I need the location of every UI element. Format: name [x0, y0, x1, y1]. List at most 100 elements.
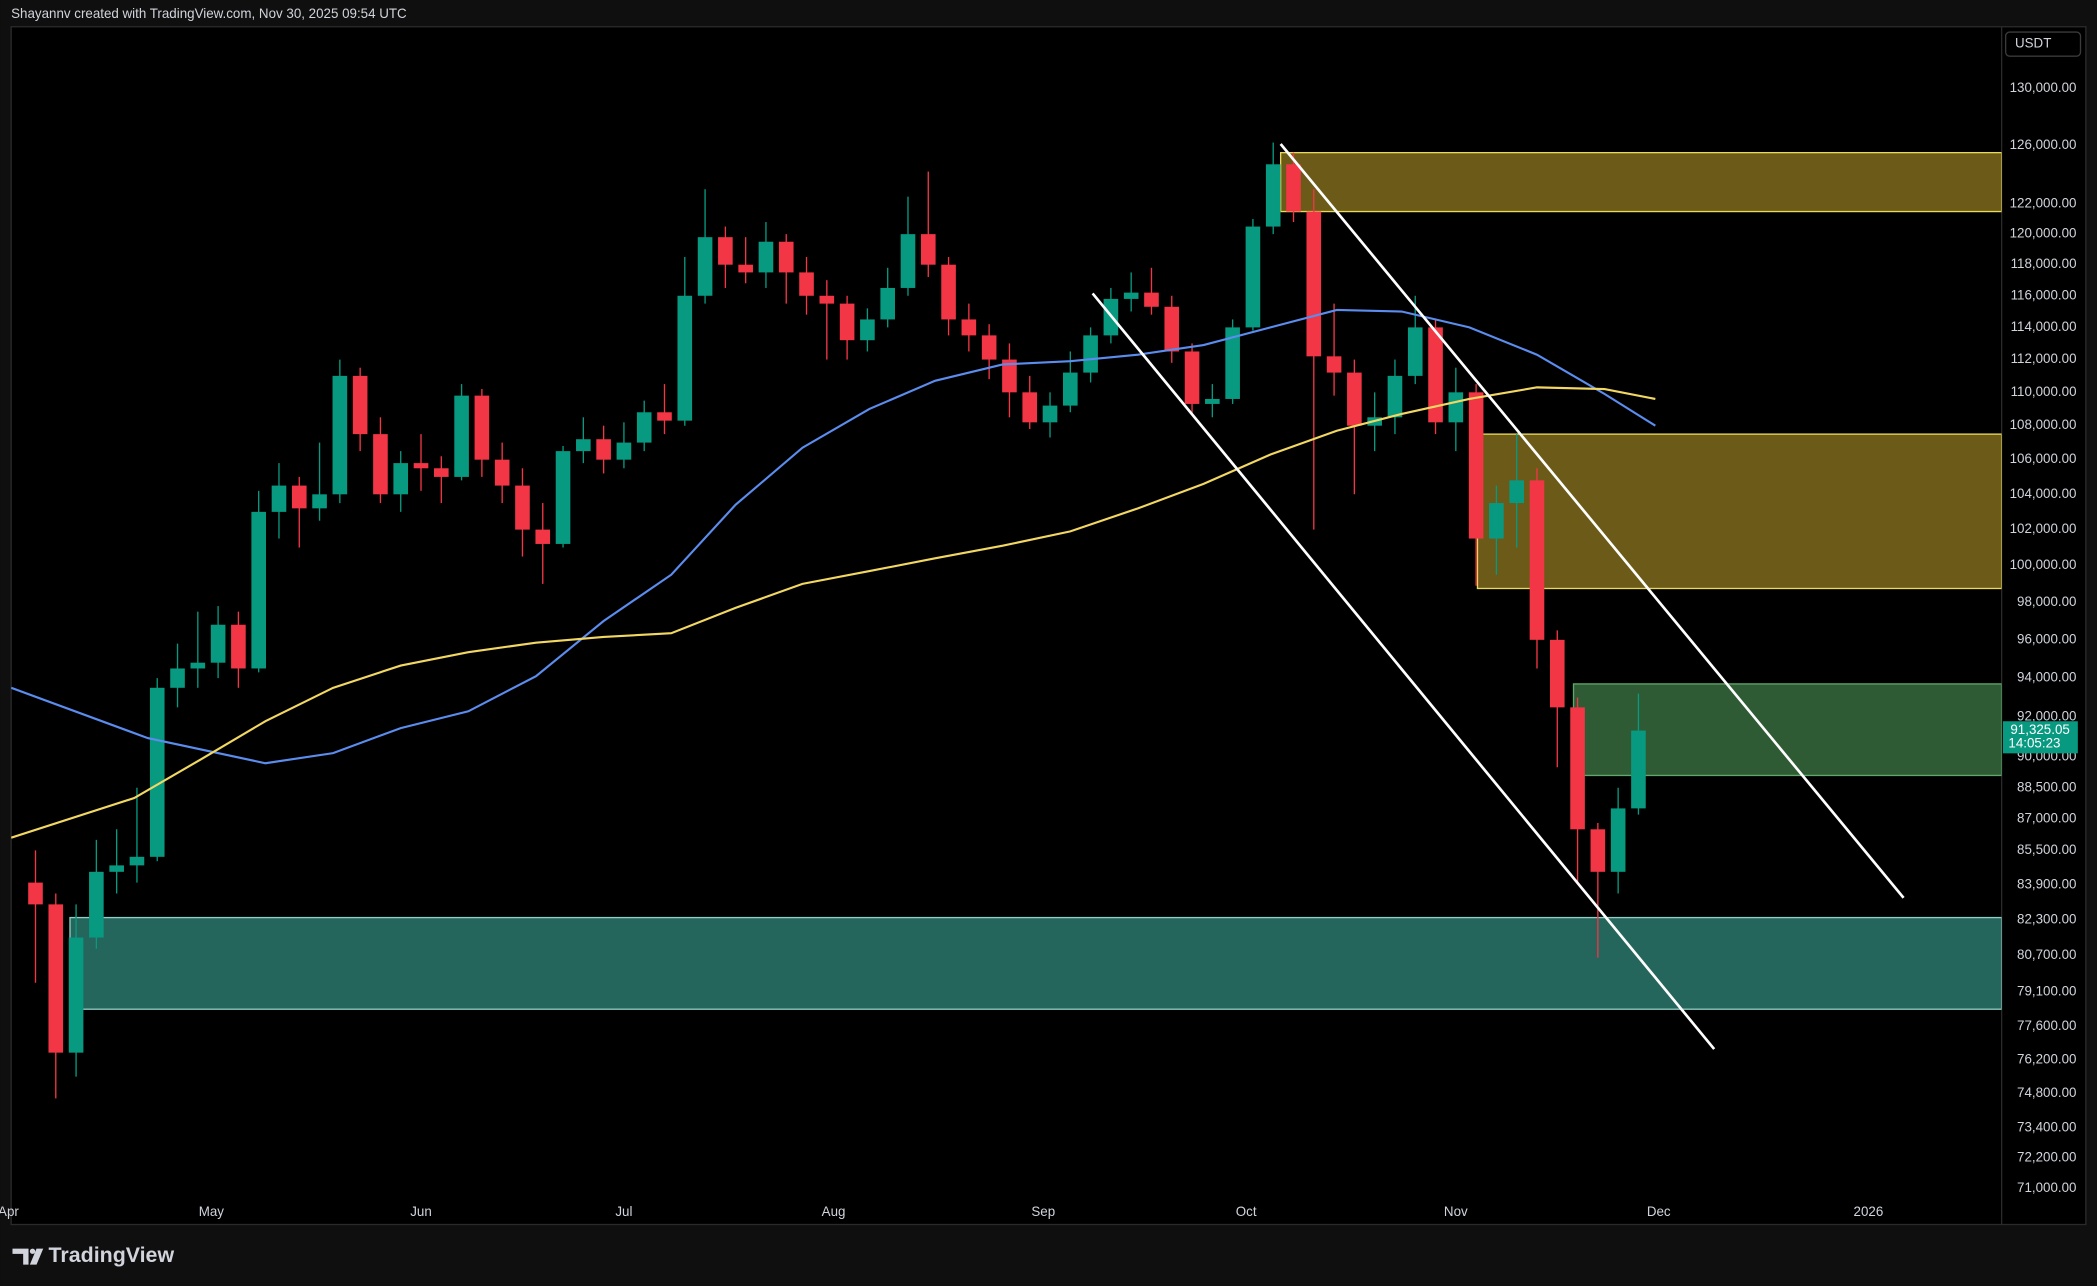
candle-body [636, 412, 652, 443]
plot [11, 142, 2002, 1099]
candle-body [1184, 351, 1200, 404]
candle-body [1590, 829, 1606, 872]
candle-body [515, 485, 530, 530]
y-tick-label: 92,000.00 [2017, 709, 2076, 724]
y-tick-label: 76,200.00 [2017, 1051, 2076, 1066]
x-tick-label: Nov [1444, 1204, 1468, 1219]
candle-body [657, 412, 672, 421]
x-tick-label: Jul [615, 1204, 632, 1219]
y-tick-label: 96,000.00 [2017, 631, 2076, 646]
candle-body [1509, 480, 1525, 504]
candle-body [291, 485, 307, 509]
y-tick-label: 94,000.00 [2017, 670, 2076, 685]
trendline [1091, 292, 1716, 1050]
y-tick-label: 98,000.00 [2017, 594, 2076, 609]
candle-body [1042, 405, 1058, 423]
candle-body [535, 529, 551, 544]
candle-body [1347, 372, 1362, 426]
y-tick-label: 80,700.00 [2017, 947, 2076, 962]
candle-body [1610, 808, 1626, 872]
candle-body [758, 241, 774, 273]
y-tick-label: 82,300.00 [2017, 911, 2076, 926]
candle-body [880, 287, 895, 320]
candle-body [941, 264, 956, 320]
candle-body [778, 241, 794, 273]
candle-body [1083, 335, 1098, 373]
candle-body [839, 303, 855, 341]
candle-body [1631, 730, 1646, 809]
x-tick-label: 2026 [1854, 1204, 1884, 1219]
candle-body [1144, 292, 1159, 307]
y-tick-label: 112,000.00 [2011, 351, 2077, 366]
candle-body [576, 439, 591, 452]
candle-body [1286, 164, 1301, 212]
y-tick-label: 106,000.00 [2010, 451, 2077, 466]
x-tick-label: Aug [822, 1204, 846, 1219]
candle-body [1306, 211, 1322, 357]
candle-body [373, 434, 388, 495]
price-tag-label: 91,325.05 [2010, 722, 2069, 737]
header: Shayannv created with TradingView.com, N… [11, 6, 407, 21]
candle-body [718, 237, 733, 265]
y-tick-label: 73,400.00 [2017, 1119, 2076, 1134]
y-tick-label: 110,000.00 [2011, 384, 2077, 399]
zone [1279, 151, 2002, 213]
candle-body [210, 624, 226, 663]
logo-dot [29, 1248, 36, 1254]
candle-body [393, 463, 409, 495]
candle-body [799, 272, 814, 296]
candle-body [961, 319, 977, 336]
candle-body [555, 451, 571, 544]
y-tick-label: 126,000.00 [2010, 137, 2077, 152]
x-tick-label: Oct [1236, 1204, 1257, 1219]
logo: TradingView [12, 1243, 174, 1267]
price-tag [2002, 721, 2078, 754]
candle-body [413, 463, 429, 469]
y-tick-label: 74,800.00 [2017, 1085, 2076, 1100]
candle-body [1225, 327, 1240, 399]
candle-body [697, 237, 713, 296]
currency: USDT [2015, 36, 2051, 51]
candle-body [170, 668, 185, 688]
y-tick-label: 87,000.00 [2017, 810, 2076, 825]
candle-body [1265, 164, 1281, 227]
brand: TradingView [49, 1243, 175, 1267]
candle-body [1123, 292, 1139, 299]
x-tick-label: Apr [0, 1204, 19, 1219]
candle-body [1489, 503, 1504, 539]
candle-body [596, 439, 611, 460]
y-tick-label: 120,000.00 [2010, 226, 2077, 241]
x-tick-label: Jun [410, 1204, 432, 1219]
candle-body [677, 295, 693, 421]
candle-body [1387, 375, 1403, 418]
y-tick-label: 102,000.00 [2010, 521, 2077, 536]
candle-body [48, 904, 64, 1053]
candle-body [819, 295, 835, 304]
trendline [1279, 143, 1905, 899]
countdown: 14:05:23 [2008, 735, 2060, 750]
currency-box[interactable] [2004, 31, 2082, 57]
y-tick-label: 77,600.00 [2017, 1018, 2076, 1033]
candle-body [68, 937, 84, 1053]
y-tick-label: 116,000.00 [2011, 287, 2077, 302]
plot-area [10, 26, 2087, 1226]
candle-body [231, 624, 246, 669]
y-tick-label: 118,000.00 [2011, 256, 2077, 271]
candle-body [332, 375, 348, 495]
candle-body [190, 662, 206, 669]
moving-average [11, 308, 1656, 765]
candle-body [1326, 356, 1342, 373]
x-tick-label: May [199, 1204, 225, 1219]
y-tick-label: 88,500.00 [2017, 779, 2076, 794]
y-tick-label: 85,500.00 [2017, 842, 2076, 857]
candle-body [981, 335, 997, 360]
candle-body [860, 319, 875, 341]
candle-body [920, 234, 936, 265]
y-tick-label: 71,000.00 [2017, 1180, 2076, 1195]
y-tick-label: 114,000.00 [2011, 319, 2077, 334]
candle-body [1428, 327, 1443, 423]
candle-body [1448, 392, 1464, 423]
